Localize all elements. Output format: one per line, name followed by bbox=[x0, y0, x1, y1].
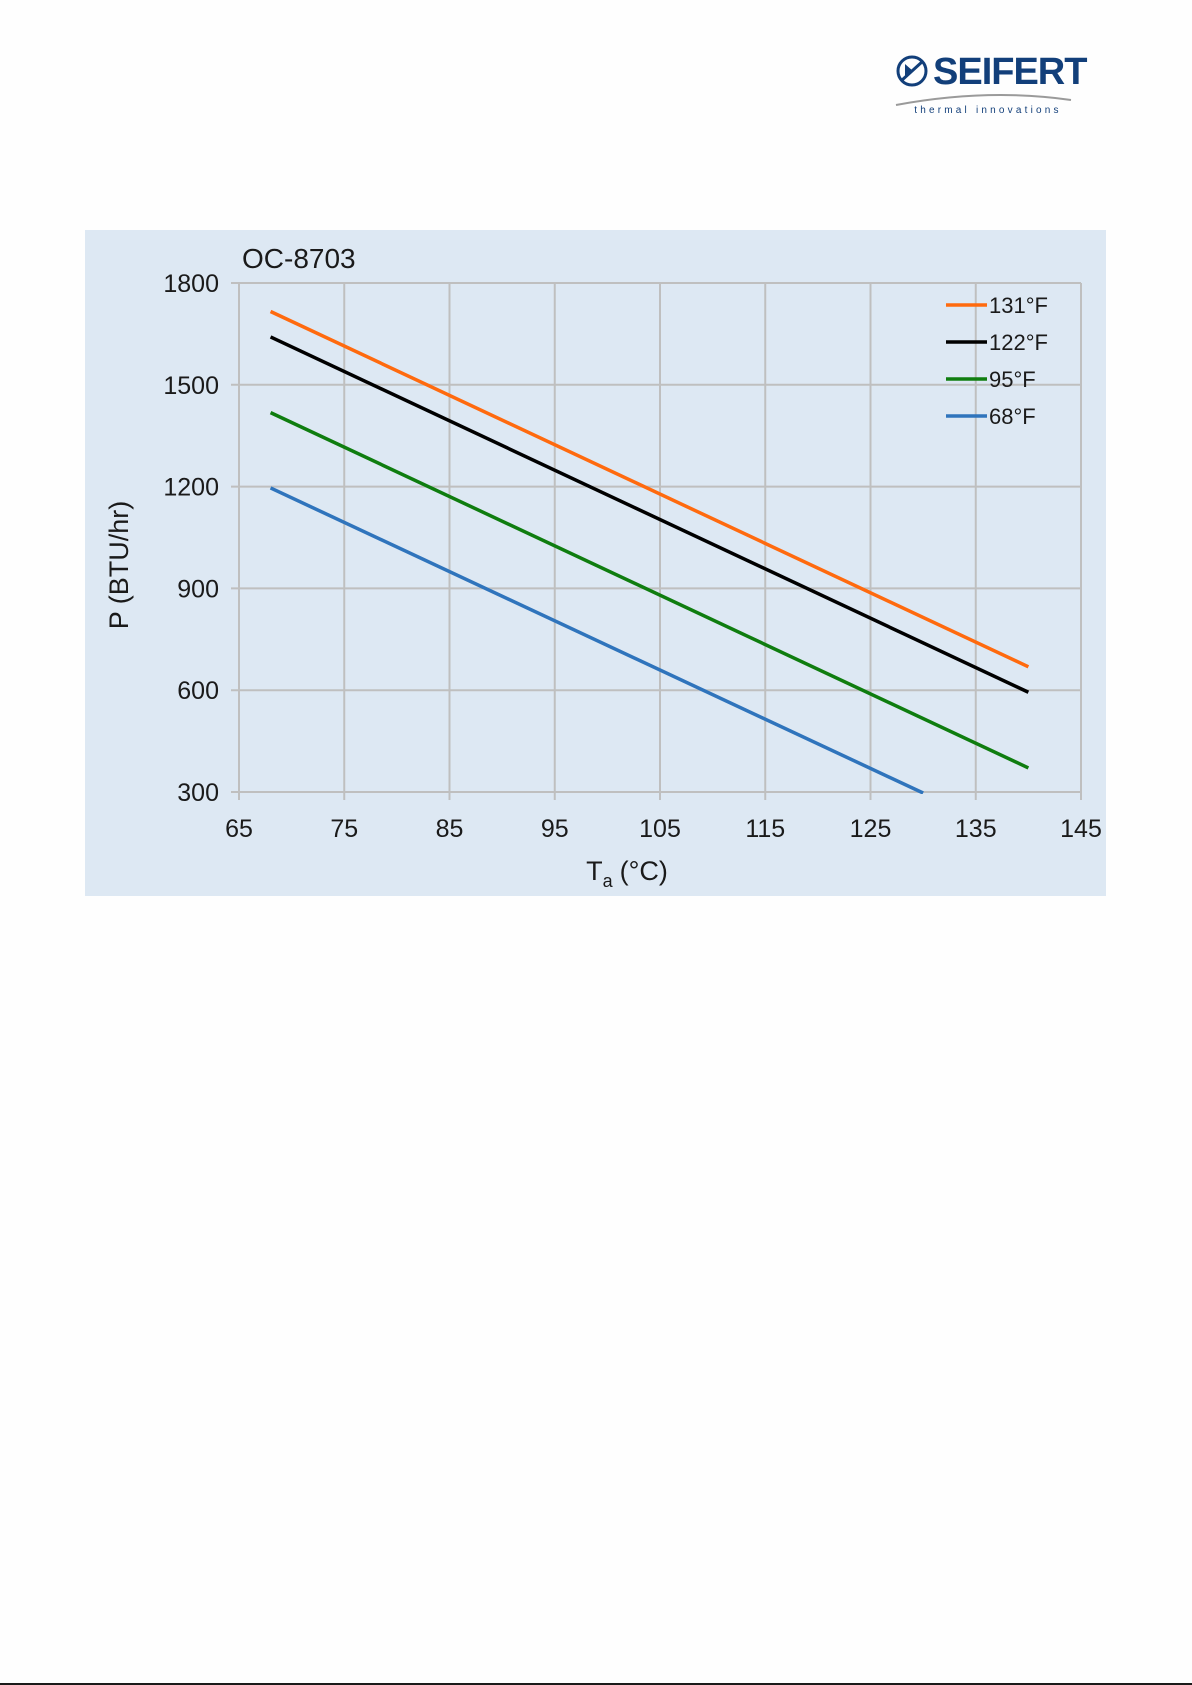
seifert-emblem-icon bbox=[896, 55, 928, 87]
series-line-1 bbox=[269, 335, 1030, 694]
series-line-0 bbox=[269, 309, 1030, 669]
series-lines bbox=[269, 309, 1030, 794]
logo-swoosh-icon bbox=[895, 94, 1072, 106]
logo-wordmark: SEIFERT bbox=[933, 51, 1087, 93]
x-tick-label: 105 bbox=[639, 815, 681, 843]
x-axis-label-unit: (°C) bbox=[620, 856, 668, 886]
y-tick-label: 300 bbox=[177, 779, 219, 807]
x-tick-label: 85 bbox=[436, 815, 464, 843]
x-tick-label: 65 bbox=[225, 815, 253, 843]
legend-label: 68°F bbox=[989, 404, 1036, 429]
chart-title: OC-8703 bbox=[242, 243, 356, 274]
power-vs-ambient-temperature-chart: 65 75 85 95 105 115 125 135 145 300 600 900 1200 1500… bbox=[85, 230, 1106, 896]
x-tick-label: 145 bbox=[1060, 815, 1102, 843]
y-axis-label: P (BTU/hr) bbox=[104, 501, 134, 630]
page-bottom-rule bbox=[0, 1683, 1192, 1685]
series-line-3 bbox=[269, 486, 924, 794]
seifert-logo: SEIFERT thermal innovations bbox=[893, 50, 1087, 120]
x-axis-label-subscript: a bbox=[603, 871, 614, 891]
x-tick-label: 125 bbox=[850, 815, 892, 843]
tick-labels: 65 75 85 95 105 115 125 135 145 300 600 900 1200 1500… bbox=[163, 270, 1101, 843]
logo-tagline: thermal innovations bbox=[914, 105, 1062, 116]
legend: 131°F 122°F 95°F 68°F bbox=[946, 293, 1048, 429]
chart-grid bbox=[231, 282, 1082, 800]
x-tick-label: 75 bbox=[330, 815, 358, 843]
x-tick-label: 95 bbox=[541, 815, 569, 843]
x-axis-label: Ta (°C) bbox=[586, 856, 668, 891]
y-tick-label: 600 bbox=[177, 677, 219, 705]
legend-label: 131°F bbox=[989, 293, 1048, 318]
y-tick-label: 1200 bbox=[163, 474, 219, 502]
legend-label: 95°F bbox=[989, 367, 1036, 392]
y-tick-label: 1800 bbox=[163, 270, 219, 298]
x-tick-label: 115 bbox=[745, 815, 785, 843]
legend-label: 122°F bbox=[989, 330, 1048, 355]
x-tick-label: 135 bbox=[955, 815, 997, 843]
chart-background bbox=[85, 230, 1106, 896]
x-axis-label-symbol: T bbox=[586, 856, 603, 886]
y-tick-label: 1500 bbox=[163, 372, 219, 400]
y-tick-label: 900 bbox=[177, 575, 219, 603]
series-line-2 bbox=[269, 411, 1030, 770]
